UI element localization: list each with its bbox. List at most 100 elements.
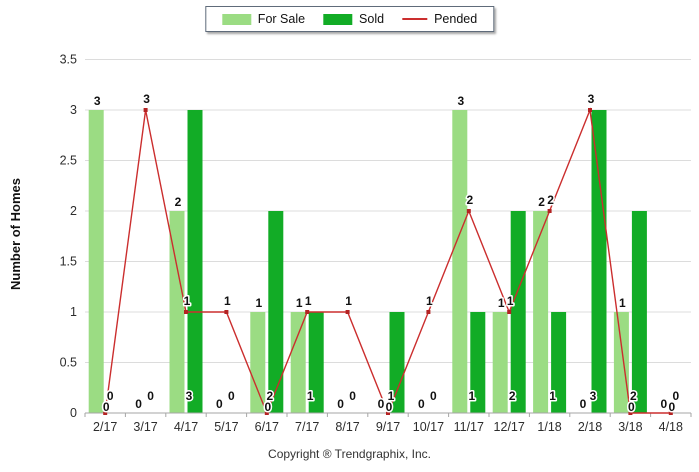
bar-sold-2/18[interactable]	[591, 110, 607, 413]
bar-for-sale-6/17[interactable]	[250, 312, 266, 413]
x-tick-label-1/18: 1/18	[537, 420, 561, 434]
bar-for-sale-3/18[interactable]	[613, 312, 629, 413]
pended-point-4/17[interactable]	[184, 310, 188, 314]
label-pended-10/17: 1	[426, 294, 433, 308]
pended-point-8/17[interactable]	[345, 310, 350, 314]
label-for-sale-3/18: 1	[619, 296, 626, 310]
legend-item-for-sale: For Sale	[221, 12, 306, 26]
label-for-sale-4/18: 0	[660, 397, 667, 411]
x-tick-label-10/17: 10/17	[413, 420, 444, 434]
bar-sold-4/17[interactable]	[187, 110, 203, 413]
pended-point-12/17[interactable]	[507, 310, 512, 314]
label-pended-3/17: 3	[143, 92, 150, 106]
label-pended-8/17: 1	[345, 294, 352, 308]
bar-sold-1/18[interactable]	[551, 312, 567, 413]
label-sold-8/17: 0	[349, 389, 356, 403]
label-pended-7/17: 1	[305, 294, 312, 308]
sold-swatch-icon	[323, 13, 353, 25]
pended-point-2/18[interactable]	[588, 108, 592, 112]
label-for-sale-2/17: 3	[94, 94, 101, 108]
y-tick-label: 1	[70, 305, 77, 319]
label-pended-9/17: 0	[386, 400, 393, 414]
label-pended-12/17: 1	[507, 294, 514, 308]
label-sold-4/17: 3	[186, 389, 193, 403]
label-sold-5/17: 0	[228, 389, 235, 403]
pended-point-9/17[interactable]	[386, 411, 390, 415]
x-tick-label-9/17: 9/17	[376, 420, 400, 434]
label-for-sale-6/17: 1	[255, 296, 262, 310]
pended-point-5/17[interactable]	[224, 310, 229, 314]
label-sold-10/17: 0	[430, 389, 437, 403]
label-pended-5/17: 1	[224, 294, 231, 308]
bar-sold-6/17[interactable]	[268, 211, 284, 413]
legend-label-pended: Pended	[434, 12, 478, 26]
x-tick-label-5/17: 5/17	[214, 420, 238, 434]
label-sold-3/18: 2	[630, 389, 637, 403]
label-sold-2/17: 0	[107, 389, 114, 403]
label-for-sale-4/17: 2	[175, 195, 182, 209]
pended-point-4/18[interactable]	[668, 411, 673, 415]
x-tick-label-11/17: 11/17	[454, 420, 484, 434]
bar-for-sale-7/17[interactable]	[290, 312, 306, 413]
pended-point-2/17[interactable]	[103, 411, 108, 415]
label-pended-11/17: 2	[466, 193, 473, 207]
label-sold-3/17: 0	[147, 389, 154, 403]
pended-point-3/17[interactable]	[143, 108, 148, 112]
bar-sold-7/17[interactable]	[308, 312, 324, 413]
copyright-text: Copyright ® Trendgraphix, Inc.	[268, 447, 431, 461]
bar-for-sale-12/17[interactable]	[492, 312, 508, 413]
y-tick-label: 2.5	[60, 154, 77, 168]
label-sold-2/18: 3	[590, 389, 597, 403]
x-tick-label-8/17: 8/17	[335, 420, 359, 434]
pended-point-6/17[interactable]	[264, 411, 269, 415]
bar-for-sale-2/17[interactable]	[88, 110, 104, 413]
label-sold-6/17: 2	[266, 389, 273, 403]
y-tick-label: 1.5	[60, 255, 77, 269]
label-for-sale-11/17: 3	[457, 94, 464, 108]
bar-sold-3/18[interactable]	[631, 211, 647, 413]
legend-item-pended: Pended	[402, 12, 477, 26]
label-pended-3/18: 0	[628, 400, 635, 414]
label-for-sale-1/18: 2	[538, 195, 545, 209]
label-pended-6/17: 0	[264, 400, 271, 414]
x-tick-label-12/17: 12/17	[494, 420, 525, 434]
pended-point-1/18[interactable]	[547, 209, 552, 213]
label-for-sale-3/17: 0	[135, 397, 142, 411]
x-tick-label-2/17: 2/17	[93, 420, 117, 434]
label-pended-1/18: 2	[547, 193, 554, 207]
bar-for-sale-11/17[interactable]	[452, 110, 468, 413]
pended-point-10/17[interactable]	[426, 310, 431, 314]
bar-sold-12/17[interactable]	[510, 211, 526, 413]
for-sale-swatch-icon	[221, 13, 251, 25]
label-sold-12/17: 2	[509, 389, 516, 403]
x-tick-label-3/18: 3/18	[618, 420, 642, 434]
y-tick-label: 0	[70, 406, 77, 420]
label-for-sale-8/17: 0	[337, 397, 344, 411]
label-for-sale-7/17: 1	[296, 296, 303, 310]
legend-label-sold: Sold	[359, 12, 385, 26]
pended-point-11/17[interactable]	[466, 209, 471, 213]
label-pended-2/17: 0	[103, 400, 110, 414]
bar-sold-11/17[interactable]	[470, 312, 486, 413]
pended-point-3/18[interactable]	[628, 411, 633, 415]
legend: For Sale Sold Pended	[204, 6, 495, 32]
label-sold-11/17: 1	[468, 389, 475, 403]
label-for-sale-12/17: 1	[498, 296, 505, 310]
label-pended-4/18: 0	[668, 400, 675, 414]
legend-label-for-sale: For Sale	[257, 12, 306, 26]
x-tick-label-3/17: 3/17	[133, 420, 157, 434]
bar-for-sale-4/17[interactable]	[169, 211, 185, 413]
x-tick-label-6/17: 6/17	[255, 420, 279, 434]
y-tick-label: 3	[70, 103, 77, 117]
pended-point-7/17[interactable]	[305, 310, 310, 314]
bar-sold-9/17[interactable]	[389, 312, 405, 413]
y-axis-title: Number of Homes	[8, 178, 23, 290]
label-for-sale-5/17: 0	[216, 397, 223, 411]
y-tick-label: 0.5	[60, 356, 77, 370]
bar-for-sale-1/18[interactable]	[533, 211, 549, 413]
pended-line-swatch-icon	[402, 18, 428, 20]
label-sold-9/17: 1	[388, 389, 395, 403]
label-pended-4/17: 1	[184, 294, 191, 308]
x-tick-label-7/17: 7/17	[295, 420, 319, 434]
